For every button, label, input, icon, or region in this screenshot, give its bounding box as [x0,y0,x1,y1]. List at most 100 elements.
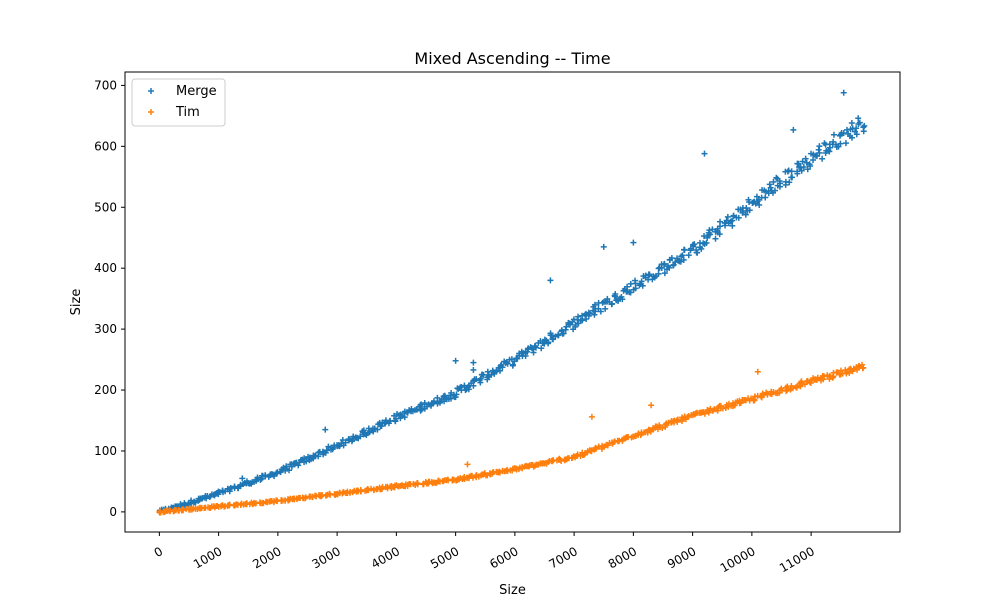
data-point [714,227,721,234]
outlier-point [840,89,847,96]
y-tick-label: 300 [94,322,117,336]
data-point [273,497,280,504]
data-point [798,167,805,174]
data-point [646,427,653,434]
data-point [504,360,511,367]
data-point [840,130,847,137]
series-tim [156,361,867,516]
data-point [543,459,550,466]
data-point [496,469,503,476]
data-point [826,144,833,151]
data-point [401,414,408,421]
y-tick-label: 100 [94,444,117,458]
data-point [612,291,619,298]
data-point [465,384,472,391]
data-point [572,321,579,328]
data-point [556,455,563,462]
data-point [762,194,769,201]
data-point [830,138,837,145]
data-point [339,436,346,443]
data-point [681,246,688,253]
y-axis-label: Size [69,289,84,316]
outlier-point [322,426,329,433]
data-point [842,140,849,147]
outlier-point [464,461,471,468]
data-point [680,256,687,263]
data-point [848,120,855,127]
outlier-point [547,277,554,284]
data-point [856,119,863,126]
data-point [766,181,773,188]
data-point [509,361,516,368]
data-point [743,205,750,212]
data-point [467,472,474,479]
data-point [330,444,337,451]
data-point [719,405,726,412]
legend-entry-merge: Merge [148,84,217,99]
data-point [447,395,454,402]
outlier-point [754,368,761,375]
outlier-point [648,402,655,409]
data-point [364,430,371,437]
data-point [579,317,586,324]
data-point [368,485,375,492]
data-point [806,161,813,168]
data-point [493,368,500,375]
outlier-point [470,366,477,373]
data-point [532,462,539,469]
data-point [539,340,546,347]
data-point [670,261,677,268]
data-point [477,375,484,382]
data-point [349,437,356,444]
data-point [752,200,759,207]
outlier-point [600,243,607,250]
data-point [609,300,616,307]
data-point [453,391,460,398]
outlier-point [470,359,477,366]
data-point [837,371,844,378]
data-point [773,174,780,181]
plot-marks [156,89,868,516]
data-point [602,305,609,312]
data-point [788,168,795,175]
data-point [698,245,705,252]
data-point [798,378,805,385]
data-point [592,308,599,315]
data-point [532,343,539,350]
data-point [269,471,276,478]
data-point [333,491,340,498]
data-point [480,371,487,378]
data-point [673,417,680,424]
data-point [484,368,491,375]
data-point [421,400,428,407]
data-point [735,214,742,221]
data-point [788,382,795,389]
data-point [729,222,736,229]
data-point [385,420,392,427]
data-point [735,206,742,213]
data-point [860,124,867,131]
data-point [430,398,437,405]
data-point [464,474,471,481]
outlier-point [701,150,708,157]
data-point [355,435,362,442]
data-point [837,131,844,138]
data-point [804,166,811,173]
data-point [745,395,752,402]
data-point [323,447,330,454]
data-point [802,155,809,162]
data-point [784,387,791,394]
data-point [177,501,184,508]
data-point [482,472,489,479]
data-point [753,193,760,200]
data-point [830,373,837,380]
chart-title: Mixed Ascending -- Time [414,49,610,68]
data-point [599,299,606,306]
data-point [816,149,823,156]
x-axis-label: Size [499,583,526,598]
data-point [756,201,763,208]
data-point [638,278,645,285]
data-point [741,396,748,403]
data-point [853,131,860,138]
